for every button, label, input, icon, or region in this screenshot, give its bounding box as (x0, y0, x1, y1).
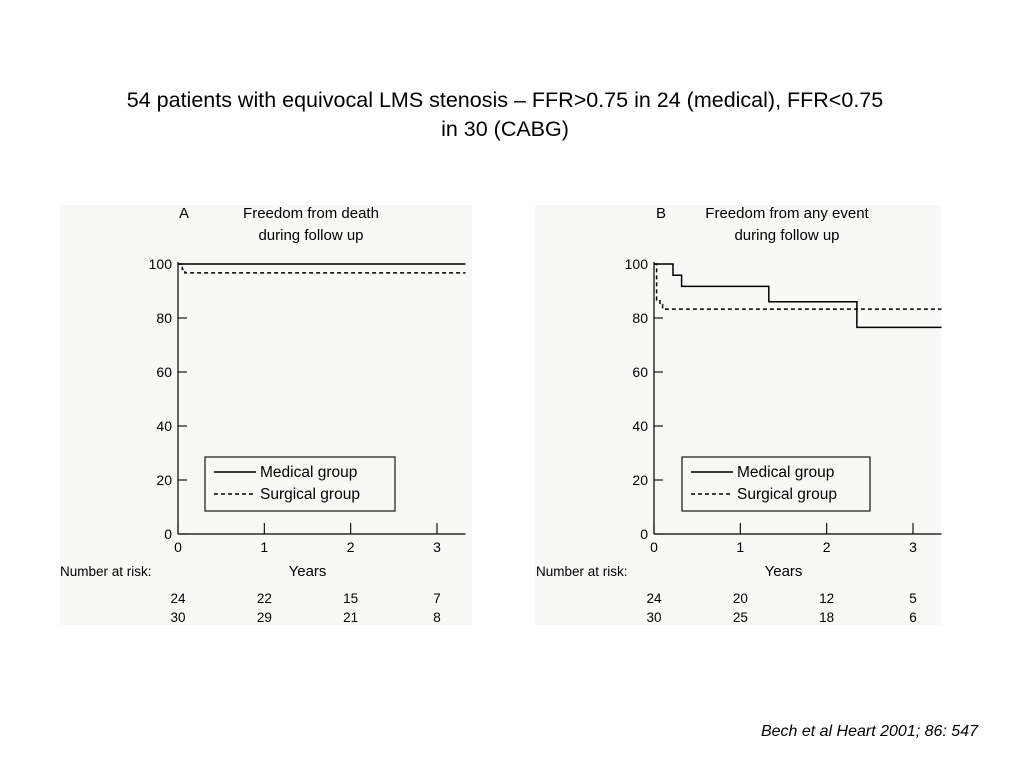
panel-b-risk-medical-3: 5 (909, 591, 917, 606)
panel-a-title-line-2: during follow up (258, 227, 363, 244)
panel-b-curve-medical-group (654, 263, 942, 329)
panel-b-legend-label-1: Surgical group (737, 486, 837, 503)
panel-b-risk-surgical-2: 18 (819, 610, 834, 625)
panel-a-curve-surgical-group (178, 263, 466, 274)
panel-b-risk-surgical-0: 30 (646, 610, 661, 625)
citation: Bech et al Heart 2001; 86: 547 (760, 723, 978, 740)
panel-a-xtick-label-0: 0 (174, 539, 182, 555)
panel-a-legend-box (204, 456, 396, 512)
panel-b-ytick-label-100: 100 (625, 256, 649, 272)
panel-a-ytick-label-0: 0 (164, 526, 172, 542)
panel-a-risk-label: Number at risk: (60, 564, 152, 579)
panel-a-ytick-label-80: 80 (156, 310, 172, 326)
panel-b-background (535, 205, 941, 625)
panel-a-risk-surgical-2: 21 (343, 610, 358, 625)
panel-b-xtick-label-1: 1 (736, 539, 744, 555)
panel-b-title-line-1: Freedom from any event (705, 205, 869, 222)
panel-a-risk-medical-0: 24 (170, 591, 186, 606)
panel-b-ytick-label-80: 80 (632, 310, 648, 326)
panel-a-legend-label-0: Medical group (260, 464, 357, 481)
panel-a-ytick-label-20: 20 (156, 472, 172, 488)
panel-b-ytick-label-20: 20 (632, 472, 648, 488)
panel-b-xlabel: Years (765, 563, 803, 580)
panel-a-legend-label-1: Surgical group (260, 486, 360, 503)
panel-b-curve-surgical-group (654, 263, 942, 310)
panel-a-background (60, 205, 472, 625)
panel-a-ytick-label-40: 40 (156, 418, 172, 434)
panel-a-xlabel: Years (289, 563, 327, 580)
panel-b-xtick-label-2: 2 (823, 539, 831, 555)
panel-b-risk-medical-2: 12 (819, 591, 834, 606)
panel-a-xtick-label-3: 3 (433, 539, 441, 555)
panel-b-xtick-label-3: 3 (909, 539, 917, 555)
panel-b-ytick-label-60: 60 (632, 364, 648, 380)
panel-b-risk-surgical-1: 25 (733, 610, 748, 625)
panel-a-xtick-label-1: 1 (260, 539, 268, 555)
panel-b-xtick-label-0: 0 (650, 539, 658, 555)
panel-b-ytick-label-40: 40 (632, 418, 648, 434)
panel-a-risk-medical-2: 15 (343, 591, 358, 606)
panel-a-risk-surgical-3: 8 (433, 610, 441, 625)
panel-b-letter: B (656, 205, 666, 222)
panel-a-risk-surgical-0: 30 (170, 610, 185, 625)
panel-a-ytick-label-100: 100 (149, 256, 173, 272)
panel-a-xtick-label-2: 2 (347, 539, 355, 555)
panel-a-ytick-label-60: 60 (156, 364, 172, 380)
panel-a-title-line-1: Freedom from death (243, 205, 379, 222)
panel-b-ytick-label-0: 0 (640, 526, 648, 542)
panel-b-title-line-2: during follow up (734, 227, 839, 244)
panel-a-risk-medical-1: 22 (257, 591, 272, 606)
panel-b-risk-surgical-3: 6 (909, 610, 917, 625)
panel-b-risk-medical-0: 24 (646, 591, 662, 606)
panel-b-legend-label-0: Medical group (737, 464, 834, 481)
panel-b-risk-medical-1: 20 (733, 591, 748, 606)
panel-a-letter: A (179, 205, 189, 222)
panel-b-legend-box (681, 456, 871, 512)
slide-title-line-1: 54 patients with equivocal LMS stenosis … (126, 88, 884, 112)
panel-b-risk-label: Number at risk: (536, 564, 628, 579)
slide-title: 54 patients with equivocal LMS stenosis … (40, 86, 970, 144)
panel-a-risk-medical-3: 7 (433, 591, 441, 606)
slide-title-line-2: in 30 (CABG) (441, 117, 569, 141)
panel-a-risk-surgical-1: 29 (257, 610, 272, 625)
